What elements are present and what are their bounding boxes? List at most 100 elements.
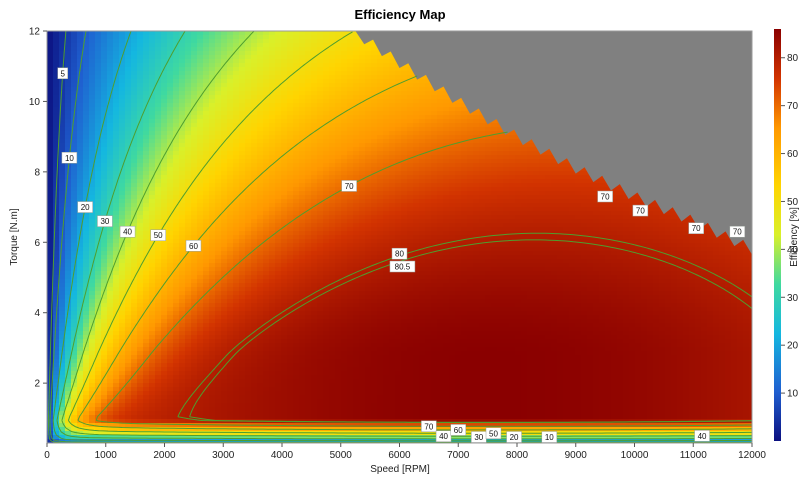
heatmap-cell xyxy=(233,135,240,140)
heatmap-cell xyxy=(197,31,204,36)
heatmap-cell xyxy=(137,87,144,92)
heatmap-cell xyxy=(299,175,306,180)
heatmap-cell xyxy=(359,103,366,108)
heatmap-cell xyxy=(455,167,462,172)
heatmap-cell xyxy=(305,167,312,172)
heatmap-cell xyxy=(473,175,480,180)
heatmap-cell xyxy=(137,67,144,72)
heatmap-cell xyxy=(425,147,432,152)
heatmap-cell xyxy=(101,147,108,152)
heatmap-cell xyxy=(413,135,420,140)
heatmap-cell xyxy=(305,83,312,88)
heatmap-cell xyxy=(83,63,90,68)
heatmap-cell xyxy=(179,51,186,56)
heatmap-cell xyxy=(269,79,276,84)
heatmap-cell xyxy=(101,83,108,88)
heatmap-cell xyxy=(389,171,396,176)
heatmap-cell xyxy=(65,43,72,48)
heatmap-cell xyxy=(287,131,294,136)
heatmap-cell xyxy=(317,87,324,92)
heatmap-cell xyxy=(47,51,54,56)
heatmap-cell xyxy=(107,195,114,200)
heatmap-cell xyxy=(443,131,450,136)
heatmap-cell xyxy=(431,95,438,100)
heatmap-cell xyxy=(65,83,72,88)
heatmap-cell xyxy=(155,103,162,108)
heatmap-cell xyxy=(461,115,468,120)
heatmap-cell xyxy=(371,67,378,72)
heatmap-cell xyxy=(263,83,270,88)
heatmap-cell xyxy=(341,31,348,36)
heatmap-cell xyxy=(485,159,492,164)
heatmap-cell xyxy=(389,103,396,108)
heatmap-cell xyxy=(365,115,372,120)
heatmap-cell xyxy=(173,95,180,100)
heatmap-cell xyxy=(269,131,276,136)
heatmap-cell xyxy=(179,95,186,100)
heatmap-cell xyxy=(317,67,324,72)
heatmap-cell xyxy=(59,119,66,124)
heatmap-cell xyxy=(197,39,204,44)
heatmap-cell xyxy=(281,183,288,188)
heatmap-cell xyxy=(191,95,198,100)
heatmap-cell xyxy=(167,91,174,96)
heatmap-cell xyxy=(281,91,288,96)
heatmap-cell xyxy=(239,55,246,60)
heatmap-cell xyxy=(185,115,192,120)
heatmap-cell xyxy=(245,135,252,140)
heatmap-cell xyxy=(365,175,372,180)
heatmap-cell xyxy=(515,167,522,172)
heatmap-cell xyxy=(419,135,426,140)
heatmap-cell xyxy=(149,191,156,196)
heatmap-cell xyxy=(353,67,360,72)
heatmap-cell xyxy=(269,199,276,204)
heatmap-cell xyxy=(89,55,96,60)
heatmap-cell xyxy=(365,51,372,56)
heatmap-cell xyxy=(173,127,180,132)
heatmap-cell xyxy=(203,119,210,124)
heatmap-cell xyxy=(191,51,198,56)
heatmap-cell xyxy=(503,135,510,140)
heatmap-cell xyxy=(389,79,396,84)
heatmap-cell xyxy=(137,63,144,68)
heatmap-cell xyxy=(119,179,126,184)
heatmap-cell xyxy=(473,119,480,124)
heatmap-cell xyxy=(149,31,156,36)
heatmap-cell xyxy=(227,95,234,100)
heatmap-cell xyxy=(509,135,516,140)
heatmap-cell xyxy=(233,171,240,176)
heatmap-cell xyxy=(53,147,60,152)
heatmap-cell xyxy=(353,99,360,104)
heatmap-cell xyxy=(257,127,264,132)
heatmap-cell xyxy=(515,155,522,160)
heatmap-cell xyxy=(263,119,270,124)
heatmap-cell xyxy=(107,111,114,116)
heatmap-cell xyxy=(407,183,414,188)
heatmap-cell xyxy=(491,159,498,164)
heatmap-cell xyxy=(275,131,282,136)
heatmap-cell xyxy=(263,31,270,36)
heatmap-cell xyxy=(143,123,150,128)
heatmap-cell xyxy=(293,127,300,132)
heatmap-cell xyxy=(359,55,366,60)
heatmap-cell xyxy=(167,135,174,140)
heatmap-cell xyxy=(167,163,174,168)
heatmap-cell xyxy=(461,187,468,192)
heatmap-cell xyxy=(341,195,348,200)
heatmap-cell xyxy=(269,95,276,100)
heatmap-cell xyxy=(95,155,102,160)
heatmap-cell xyxy=(269,87,276,92)
heatmap-cell xyxy=(251,155,258,160)
heatmap-cell xyxy=(557,171,564,176)
heatmap-cell xyxy=(269,143,276,148)
heatmap-cell xyxy=(143,155,150,160)
heatmap-cell xyxy=(353,71,360,76)
heatmap-cell xyxy=(269,103,276,108)
heatmap-cell xyxy=(95,123,102,128)
heatmap-cell xyxy=(167,195,174,200)
heatmap-cell xyxy=(107,179,114,184)
heatmap-cell xyxy=(233,91,240,96)
heatmap-cell xyxy=(419,191,426,196)
heatmap-cell xyxy=(461,159,468,164)
heatmap-cell xyxy=(311,167,318,172)
